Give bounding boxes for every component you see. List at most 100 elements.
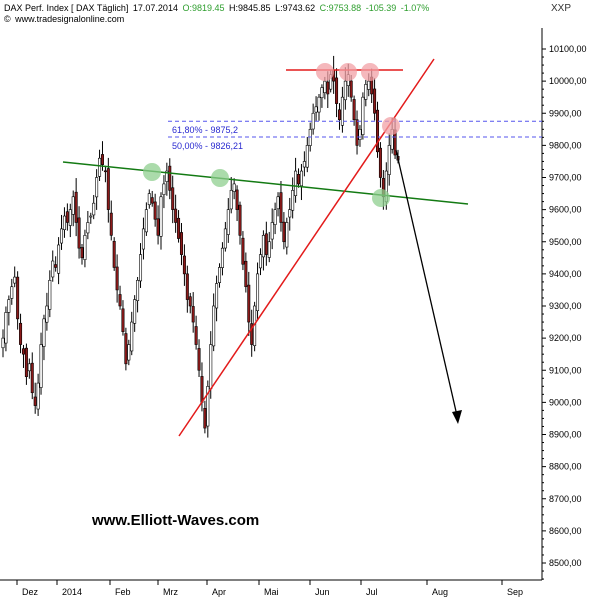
candle-down bbox=[109, 212, 113, 236]
header-open: O:9819.45 bbox=[182, 3, 225, 13]
ticker-label: XXP bbox=[550, 3, 571, 14]
candle-up bbox=[261, 235, 265, 258]
x-axis: Dez 2014 Feb Mrz Apr Mai Jun Jul Aug Sep bbox=[16, 580, 523, 597]
candle-up bbox=[48, 279, 52, 310]
candle-up bbox=[288, 209, 292, 218]
candle-down bbox=[250, 323, 254, 345]
candle-down bbox=[24, 347, 28, 377]
support-marker bbox=[143, 163, 161, 181]
candle-down bbox=[150, 197, 154, 204]
x-tick-label: Mai bbox=[264, 587, 279, 597]
candle-down bbox=[235, 189, 239, 210]
candle-down bbox=[349, 80, 353, 98]
candle-up bbox=[317, 96, 321, 113]
candle-up bbox=[291, 190, 295, 211]
candle-down bbox=[355, 119, 359, 146]
candle-up bbox=[83, 235, 87, 260]
y-axis: 10100,00 10000,00 9900,00 9800,00 9700,00 960… bbox=[542, 44, 587, 580]
candle-up bbox=[95, 177, 99, 198]
candle-up bbox=[294, 170, 298, 196]
candle-down bbox=[197, 348, 201, 371]
candle-up bbox=[367, 80, 371, 90]
candle-up bbox=[314, 106, 318, 113]
x-tick-label: Feb bbox=[115, 587, 131, 597]
copyright-icon: © bbox=[4, 14, 11, 24]
candle-up bbox=[68, 209, 72, 226]
candle-down bbox=[378, 147, 382, 178]
candle-down bbox=[179, 232, 183, 255]
y-tick-label: 9300,00 bbox=[549, 301, 582, 311]
candle-down bbox=[241, 237, 245, 265]
candle-down bbox=[153, 201, 157, 220]
candle-down bbox=[203, 408, 207, 429]
candle-up bbox=[343, 80, 347, 101]
candle-down bbox=[54, 264, 58, 268]
candle-up bbox=[60, 228, 64, 244]
candle-down bbox=[156, 218, 160, 236]
x-tick-label: Jul bbox=[366, 587, 378, 597]
candle-down bbox=[115, 266, 119, 291]
y-tick-label: 9500,00 bbox=[549, 237, 582, 247]
support-marker bbox=[372, 189, 390, 207]
green-trendline bbox=[62, 161, 469, 205]
candle-up bbox=[36, 382, 40, 410]
candle-up bbox=[273, 209, 277, 225]
arrow-head-icon bbox=[452, 410, 462, 424]
candle-up bbox=[45, 305, 49, 323]
y-tick-label: 8500,00 bbox=[549, 558, 582, 568]
candle-down bbox=[121, 308, 125, 332]
watermark: www.Elliott-Waves.com bbox=[92, 512, 260, 529]
candle-up bbox=[358, 129, 362, 140]
y-tick-label: 9700,00 bbox=[549, 173, 582, 183]
candle-up bbox=[39, 344, 43, 388]
candle-up bbox=[209, 344, 213, 390]
x-tick-label: Apr bbox=[212, 587, 226, 597]
candle-up bbox=[7, 299, 11, 313]
candle-up bbox=[27, 363, 31, 372]
candle-down bbox=[185, 273, 189, 300]
top-marker bbox=[382, 117, 400, 135]
candle-down bbox=[19, 322, 23, 345]
candle-down bbox=[326, 81, 330, 95]
candle-down bbox=[352, 99, 356, 120]
y-tick-label: 8800,00 bbox=[549, 462, 582, 472]
candle-down bbox=[376, 109, 380, 153]
candle-up bbox=[57, 244, 61, 274]
y-tick-label: 9100,00 bbox=[549, 365, 582, 375]
candle-down bbox=[335, 77, 339, 104]
candle-down bbox=[112, 240, 116, 268]
candle-up bbox=[206, 386, 210, 427]
support-marker bbox=[211, 169, 229, 187]
candle-up bbox=[229, 190, 233, 210]
candle-up bbox=[147, 193, 151, 206]
candles-group bbox=[1, 55, 400, 438]
x-tick-label: Dez bbox=[22, 587, 39, 597]
candle-down bbox=[74, 191, 78, 223]
candle-down bbox=[168, 165, 172, 191]
candle-down bbox=[182, 255, 186, 275]
candle-down bbox=[373, 88, 377, 114]
header-title: DAX Perf. Index [ DAX Täglich] bbox=[4, 3, 129, 13]
candle-up bbox=[361, 96, 365, 135]
candle-up bbox=[223, 228, 227, 249]
candle-up bbox=[267, 241, 271, 258]
candle-up bbox=[323, 80, 327, 93]
candle-down bbox=[103, 170, 107, 173]
x-tick-label: Aug bbox=[432, 587, 448, 597]
candle-up bbox=[340, 96, 344, 126]
y-tick-label: 9800,00 bbox=[549, 140, 582, 150]
overlays-group: 61,80% - 9875,2 50,00% - 9826,21 bbox=[62, 58, 542, 437]
candle-up bbox=[144, 209, 148, 233]
x-tick-label: 2014 bbox=[62, 587, 82, 597]
candle-up bbox=[305, 145, 309, 168]
candle-up bbox=[215, 283, 219, 309]
candle-up bbox=[86, 222, 90, 234]
candle-up bbox=[258, 254, 262, 269]
y-tick-label: 8600,00 bbox=[549, 526, 582, 536]
candle-up bbox=[62, 215, 66, 230]
y-tick-label: 9900,00 bbox=[549, 108, 582, 118]
candle-down bbox=[177, 217, 181, 239]
candle-down bbox=[244, 260, 248, 288]
candle-up bbox=[89, 215, 93, 218]
